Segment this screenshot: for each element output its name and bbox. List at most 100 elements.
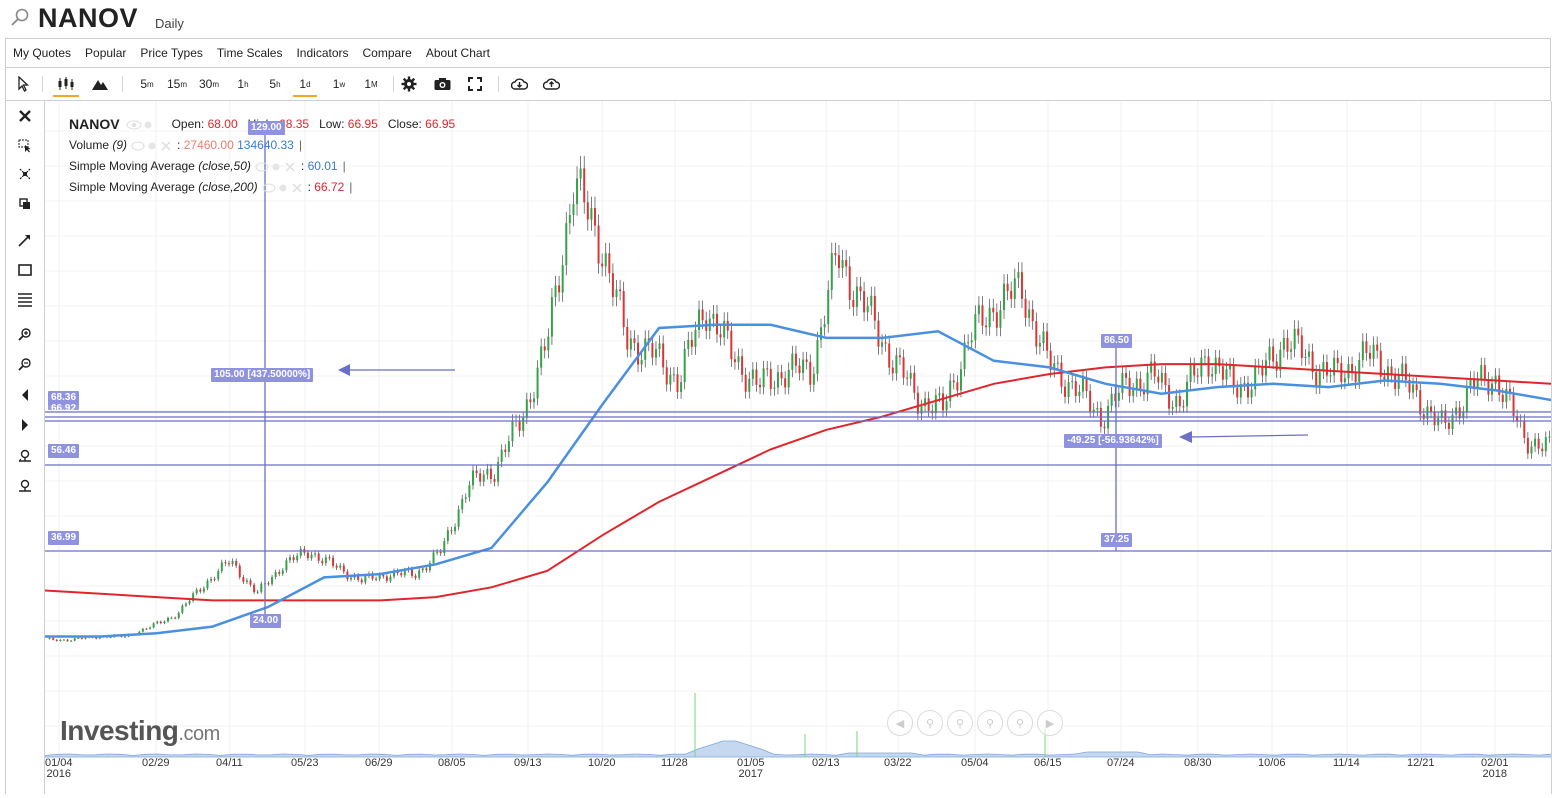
candle-body — [680, 382, 683, 393]
x-tick-label: 10/20 — [588, 758, 616, 769]
sma50-label: Simple Moving Average — [69, 159, 195, 173]
candle-body — [188, 600, 191, 604]
menu-item-price-types[interactable]: Price Types — [140, 46, 203, 60]
volume-controls-icon[interactable] — [131, 140, 173, 151]
candle-body — [995, 312, 998, 328]
measure1-change-label[interactable]: 105.00 [437.50000%] — [211, 368, 314, 382]
settings-button[interactable] — [396, 68, 422, 100]
download-button[interactable] — [506, 68, 532, 100]
rectangle-tool-button[interactable] — [14, 259, 36, 281]
x-tick-date: 10/06 — [1258, 757, 1286, 769]
candle-body — [1196, 375, 1199, 377]
timescale-unit: d — [306, 79, 311, 89]
sma50-controls-icon[interactable] — [255, 161, 297, 172]
candle-body — [1404, 363, 1407, 380]
candle-body — [798, 365, 801, 374]
hline-b-label[interactable]: 56.46 — [48, 444, 80, 458]
search-icon[interactable] — [9, 7, 31, 29]
candle-body — [1415, 384, 1418, 391]
clone-tool-button[interactable] — [14, 193, 36, 215]
x-tick-label: 02/13 — [812, 758, 840, 769]
candle-body — [497, 461, 500, 482]
candle-body — [518, 420, 521, 431]
candlestick-button[interactable] — [50, 68, 82, 100]
x-tick-label: 12/21 — [1407, 758, 1435, 769]
menu-item-time-scales[interactable]: Time Scales — [216, 46, 283, 60]
menu-item-about-chart[interactable]: About Chart — [425, 46, 490, 60]
candle-body — [791, 353, 794, 370]
measure2-change-label[interactable]: -49.25 [-56.93642%] — [1064, 434, 1162, 448]
candle-body — [690, 339, 693, 347]
legend-price-row: NANOV Open: 68.00 High: 68.35 Low: 66.95… — [69, 114, 455, 135]
menu-item-compare[interactable]: Compare — [362, 46, 412, 60]
candle-body — [389, 576, 392, 581]
timescale-15m-button[interactable]: 15 m — [162, 68, 192, 100]
candle-body — [992, 307, 995, 313]
legend-sma200-row: Simple Moving Average (close,200) : 66.7… — [69, 177, 455, 198]
menu-item-my-quotes[interactable]: My Quotes — [13, 46, 72, 60]
chart-area[interactable] — [45, 101, 1552, 794]
header-bar: NANOV Daily — [0, 0, 1552, 38]
scroll-left-button[interactable] — [14, 384, 36, 406]
zoom-out-button[interactable] — [14, 353, 36, 375]
magnet-left-button[interactable] — [14, 445, 36, 467]
candle-body — [482, 474, 485, 482]
candle-body — [1074, 381, 1077, 397]
candle-body — [195, 589, 198, 594]
select-tool-button[interactable] — [14, 135, 36, 157]
hline-c-label[interactable]: 36.99 — [48, 531, 80, 545]
price-chart[interactable] — [45, 101, 1552, 794]
candle-body — [701, 309, 704, 321]
menu-item-popular[interactable]: Popular — [85, 46, 127, 60]
candle-body — [1028, 309, 1031, 318]
chevron-right-icon: ▶ — [1045, 717, 1055, 730]
sma200-controls-icon[interactable] — [262, 182, 304, 193]
scroll-right-button[interactable] — [14, 414, 36, 436]
upload-button[interactable] — [538, 68, 564, 100]
candle-body — [1203, 356, 1206, 358]
trendline-tool-button[interactable] — [14, 229, 36, 251]
fullscreen-button[interactable] — [462, 68, 488, 100]
candle-body — [823, 324, 826, 328]
candle-body — [780, 372, 783, 379]
candle-body — [1103, 426, 1106, 429]
area-chart-button[interactable] — [86, 68, 114, 100]
crosshair-tool-button[interactable] — [14, 163, 36, 185]
hline-a-label[interactable]: 68.36 — [48, 391, 80, 405]
candle-body — [662, 343, 665, 368]
x-tick-label: 06/29 — [365, 758, 393, 769]
measure1-start-label[interactable]: 24.00 — [250, 614, 282, 628]
zoom-in-button[interactable] — [14, 323, 36, 345]
candle-body — [349, 577, 352, 580]
candle-body — [1218, 357, 1221, 367]
screenshot-button[interactable] — [429, 68, 455, 100]
menu-item-indicators[interactable]: Indicators — [296, 46, 349, 60]
fibonacci-tool-button[interactable] — [14, 289, 36, 311]
candle-body — [597, 225, 600, 264]
measure1-end-label[interactable]: 129.00 — [248, 121, 285, 135]
candle-body — [1067, 382, 1070, 397]
nav-left-control[interactable]: ◀ — [887, 710, 913, 736]
candle-body — [1333, 357, 1336, 376]
candle-body — [1426, 406, 1429, 419]
nav-magnet-right-control[interactable]: ⚲ — [1007, 710, 1033, 736]
nav-zoom-in-control[interactable]: ⚲ — [917, 710, 943, 736]
measure2-start-label[interactable]: 86.50 — [1101, 334, 1133, 348]
candle-body — [974, 314, 977, 341]
legend-eye-icon[interactable] — [126, 120, 168, 130]
nav-right-control[interactable]: ▶ — [1037, 710, 1063, 736]
measure2-end-label[interactable]: 37.25 — [1101, 533, 1133, 547]
hline-a-under-label[interactable]: 66.92 — [48, 402, 80, 410]
nav-zoom-out-control[interactable]: ⚲ — [947, 710, 973, 736]
magnet-right-button[interactable] — [14, 475, 36, 497]
nav-magnet-left-control[interactable]: ⚲ — [977, 710, 1003, 736]
cursor-tool-button[interactable] — [10, 68, 36, 100]
remove-drawings-button[interactable] — [14, 105, 36, 127]
timescale-30m-button[interactable]: 30 m — [194, 68, 224, 100]
